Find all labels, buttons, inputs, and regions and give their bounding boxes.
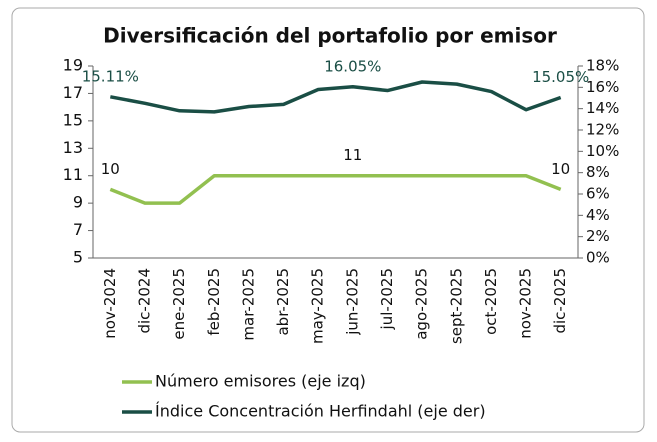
x-tick-label: dic-2024 bbox=[135, 268, 153, 334]
y-tick-label: 17 bbox=[63, 83, 83, 102]
y2-tick-label: 0% bbox=[586, 249, 610, 267]
y2-tick-label: 8% bbox=[586, 163, 610, 181]
x-tick-label: nov-2025 bbox=[517, 268, 535, 339]
x-tick-label: jul-2025 bbox=[378, 268, 396, 330]
y2-tick-label: 2% bbox=[586, 227, 610, 245]
y-tick-label: 7 bbox=[73, 220, 83, 239]
x-tick-label: ene-2025 bbox=[170, 268, 188, 340]
x-tick-label: ago-2025 bbox=[413, 268, 431, 340]
y2-tick-label: 10% bbox=[586, 142, 619, 160]
y2-tick-label: 14% bbox=[586, 99, 619, 117]
chart-frame bbox=[11, 7, 645, 433]
y-tick-label: 11 bbox=[63, 165, 83, 184]
y2-tick-label: 18% bbox=[586, 57, 619, 75]
y-tick-label: 9 bbox=[73, 193, 83, 212]
chart-title: Diversificación del portafolio por emiso… bbox=[103, 24, 557, 48]
x-tick-label: mar-2025 bbox=[239, 268, 257, 341]
y2-tick-label: 12% bbox=[586, 121, 619, 139]
y-tick-label: 19 bbox=[63, 56, 83, 75]
data-label: 15.11% bbox=[82, 67, 139, 85]
data-label: 16.05% bbox=[324, 57, 381, 75]
x-tick-label: dic-2025 bbox=[551, 268, 569, 334]
x-tick-label: oct-2025 bbox=[482, 268, 500, 335]
y2-tick-label: 4% bbox=[586, 206, 610, 224]
x-tick-label: abr-2025 bbox=[274, 268, 292, 336]
data-label: 15.05% bbox=[532, 68, 589, 86]
y-tick-label: 5 bbox=[73, 248, 83, 267]
x-tick-label: may-2025 bbox=[309, 268, 327, 344]
x-tick-label: feb-2025 bbox=[205, 268, 223, 336]
legend-label: Número emisores (eje izq) bbox=[155, 372, 366, 391]
series-line bbox=[109, 80, 562, 114]
data-label: 11 bbox=[343, 146, 362, 164]
series-line bbox=[109, 173, 562, 205]
legend-label: Índice Concentración Herfindahl (eje der… bbox=[155, 402, 486, 421]
data-label: 10 bbox=[101, 160, 120, 178]
y-tick-label: 15 bbox=[63, 110, 83, 129]
x-tick-label: nov-2024 bbox=[101, 268, 119, 339]
data-label: 10 bbox=[551, 160, 570, 178]
x-tick-label: jun-2025 bbox=[343, 268, 361, 336]
y2-tick-label: 6% bbox=[586, 185, 610, 203]
y2-tick-label: 16% bbox=[586, 78, 619, 96]
x-tick-label: sept-2025 bbox=[447, 268, 465, 344]
y-tick-label: 13 bbox=[63, 138, 83, 157]
